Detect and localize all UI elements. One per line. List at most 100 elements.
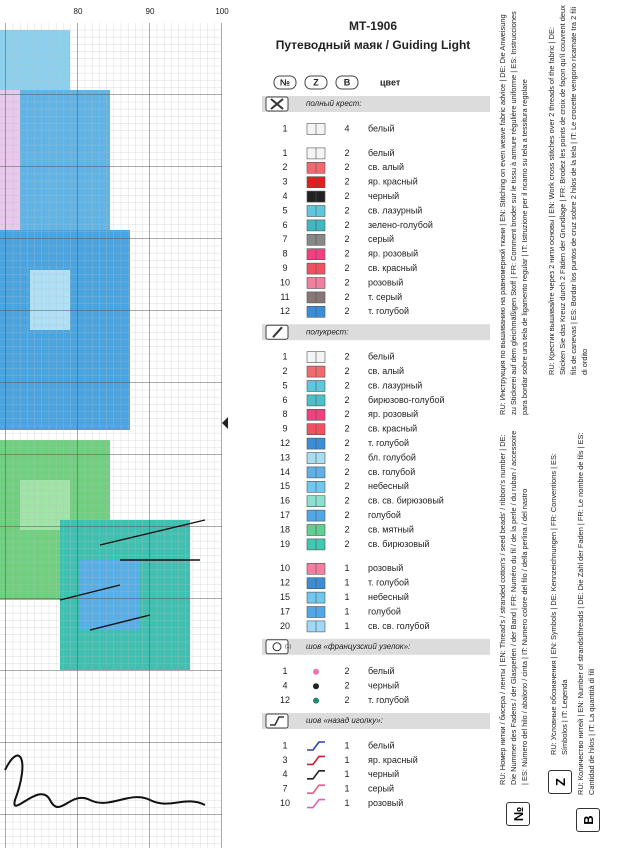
strands: 2 [344,366,349,376]
color-name: св. красный [368,263,417,273]
strands: 2 [344,452,349,462]
grid-axis-number: 90 [146,7,155,16]
row-number: 4 [282,191,287,201]
symbol [307,741,325,751]
color-name: белый [368,148,395,158]
color-name: св. алый [368,162,404,172]
row-number: 2 [282,162,287,172]
strands: 2 [344,496,349,506]
strands: 2 [344,263,349,273]
pattern-code: МТ-1906 [349,19,397,33]
color-name: розовый [368,563,403,573]
section-label: полный крест: [306,99,362,108]
row-number: 20 [280,621,290,631]
pattern-chart [0,23,228,848]
row-number: 17 [280,606,290,616]
row-number: 14 [280,467,290,477]
strands: 2 [344,205,349,215]
strands: 2 [344,352,349,362]
column-header: цвет [380,77,401,87]
row-number: 17 [280,510,290,520]
grid-axis-number: 80 [74,7,83,16]
color-name: св. голубой [368,467,415,477]
color-name: св. лазурный [368,380,422,390]
strands: 2 [344,234,349,244]
symbols-text: RU: Условные обозначения | EN: Symbols |… [549,453,568,755]
color-name: яр. красный [368,177,418,187]
strands: 1 [344,755,349,765]
row-number: 18 [280,524,290,534]
row-number: 9 [282,263,287,273]
strands: 2 [344,292,349,302]
section-bar [262,324,490,341]
color-name: св. св. бирюзовый [368,496,444,506]
color-name: серый [368,234,394,244]
strands: 1 [344,784,349,794]
strands: 2 [344,191,349,201]
color-name: св. красный [368,424,417,434]
strands: 4 [344,123,349,133]
cross-text: RU: Крестик вышивайте через 2 нити основ… [547,5,589,375]
strands: 1 [344,592,349,602]
section-label: шов «французский узелок»: [306,642,410,651]
row-number: 2 [282,366,287,376]
row-number: 12 [280,438,290,448]
row-number: 1 [282,740,287,750]
row-number: 15 [280,481,290,491]
icon-note: (1) [285,644,291,650]
color-name: св. бирюзовый [368,539,430,549]
strands: 1 [344,740,349,750]
row-number: 10 [280,798,290,808]
strands: 1 [344,578,349,588]
color-name: белый [368,666,395,676]
color-name: серый [368,784,394,794]
grid-axis-number: 100 [215,7,229,16]
row-number: 1 [282,666,287,676]
color-name: черный [368,191,399,201]
row-number: 1 [282,148,287,158]
color-name: черный [368,681,399,691]
color-name: голубой [368,606,401,616]
column-pill [273,75,297,90]
strands: 2 [344,249,349,259]
strands: 2 [344,539,349,549]
color-name: т. серый [368,292,402,302]
color-name: розовый [368,277,403,287]
row-number: 7 [282,784,287,794]
color-name: т. голубой [368,306,409,316]
symbol [307,770,325,780]
strands: 2 [344,395,349,405]
row-number: 1 [282,352,287,362]
pattern-title: Путеводный маяк / Guiding Light [276,38,471,52]
color-name: яр. красный [368,755,418,765]
row-number: 9 [282,424,287,434]
color-name: св. алый [368,366,404,376]
strands: 2 [344,524,349,534]
strands-text: RU: Количество нитей | EN: Number of str… [576,432,596,795]
row-number: 4 [282,769,287,779]
symbol [313,683,319,690]
color-name: белый [368,352,395,362]
color-name: зелено-голубой [368,220,433,230]
color-name: св. лазурный [368,205,422,215]
icon-glyph [270,98,284,110]
number-box: № [506,802,530,826]
color-name: белый [368,123,395,133]
color-name: св. мятный [368,524,414,534]
color-name: голубой [368,510,401,520]
icon-glyph [272,326,283,338]
color-name: белый [368,740,395,750]
symbol [313,697,319,704]
strands: 2 [344,481,349,491]
icon-glyph [270,716,284,726]
strands: 2 [344,424,349,434]
row-number: 3 [282,755,287,765]
row-number: 15 [280,592,290,602]
row-number: 4 [282,681,287,691]
section-icon [265,639,289,655]
symbol [307,784,325,794]
section-bar [262,638,490,655]
strands: 2 [344,409,349,419]
